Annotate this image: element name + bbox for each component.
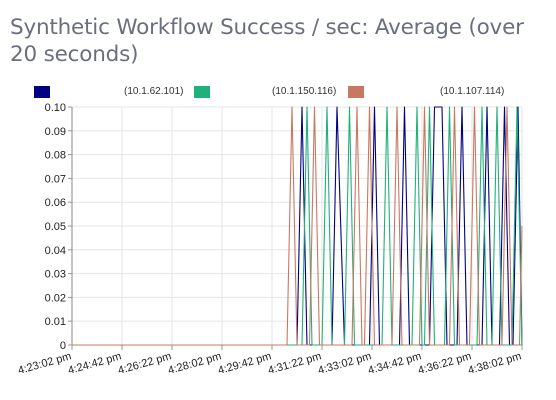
x-tick-label: 4:36:22 pm <box>417 350 473 377</box>
series-line-3 <box>72 106 523 346</box>
legend-label-series-3: (10.1.107.114) <box>440 86 505 97</box>
y-tick-label: 0.06 <box>45 197 66 209</box>
y-tick-label: 0.07 <box>45 173 66 185</box>
legend-label-series-2: (10.1.150.116) <box>272 86 337 97</box>
x-tick-label: 4:34:42 pm <box>367 350 423 377</box>
x-tick-label: 4:24:42 pm <box>67 350 123 377</box>
y-tick-label: 0 <box>60 340 66 352</box>
y-tick-label: 0.01 <box>45 316 66 328</box>
legend-swatch-series-1[interactable] <box>34 86 50 98</box>
y-tick-label: 0.04 <box>45 245 66 257</box>
x-tick-label: 4:26:22 pm <box>117 350 173 377</box>
x-tick-label: 4:31:22 pm <box>267 350 323 377</box>
y-tick-label: 0.10 <box>45 102 66 114</box>
legend-swatch-series-3[interactable] <box>348 86 364 98</box>
y-tick-label: 0.02 <box>45 292 66 304</box>
y-tick-label: 0.03 <box>45 269 66 281</box>
x-tick-label: 4:33:02 pm <box>317 350 373 377</box>
legend: (10.1.62.101) (10.1.150.116) (10.1.107.1… <box>0 82 556 102</box>
x-tick-label: 4:23:02 pm <box>17 350 73 377</box>
y-tick-label: 0.05 <box>45 221 66 233</box>
chart-title: Synthetic Workflow Success / sec: Averag… <box>10 15 524 67</box>
x-tick-label: 4:29:42 pm <box>217 350 273 377</box>
x-tick-label: 4:38:02 pm <box>467 350 523 377</box>
legend-swatch-series-2[interactable] <box>194 86 210 98</box>
y-tick-label: 0.08 <box>45 150 66 162</box>
y-tick-label: 0.09 <box>45 126 66 138</box>
series-line-1 <box>72 106 523 346</box>
x-tick-label: 4:28:02 pm <box>167 350 223 377</box>
legend-label-series-1: (10.1.62.101) <box>124 86 184 97</box>
